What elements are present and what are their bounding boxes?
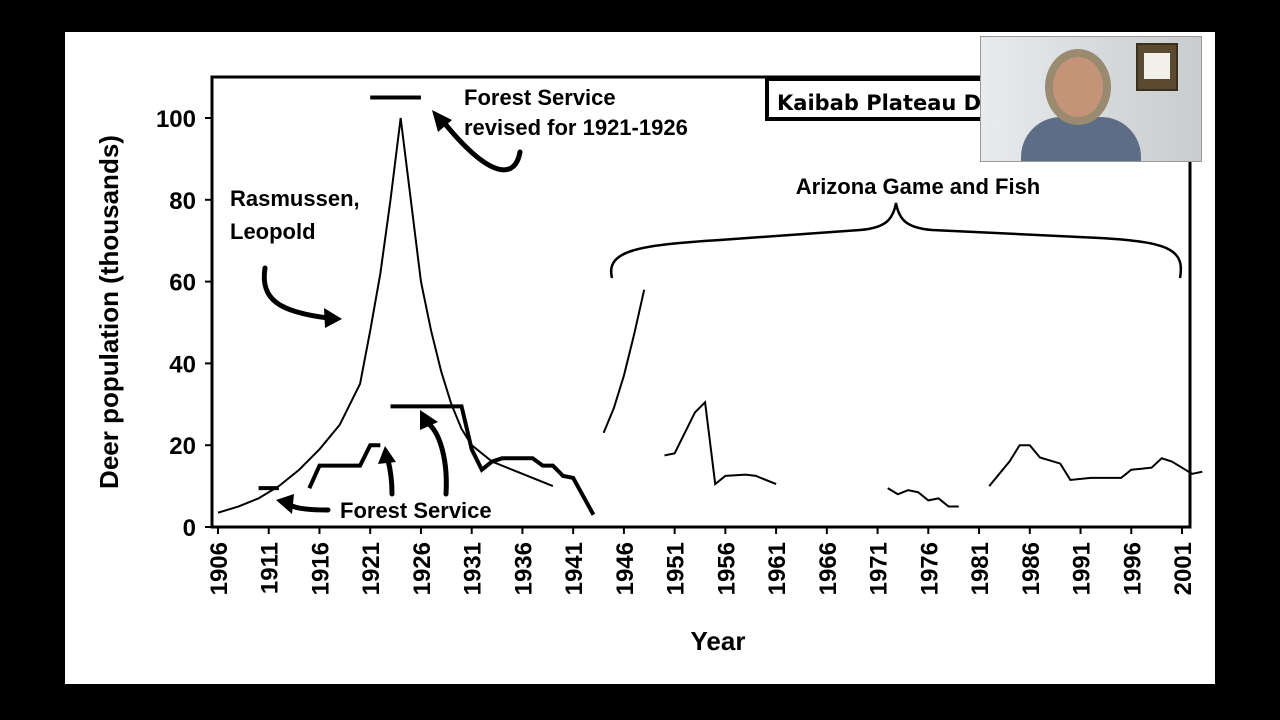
wall-picture <box>1136 43 1178 91</box>
curly-brace <box>609 202 1183 279</box>
arrow-to-fs-revised <box>443 122 523 173</box>
arrow-to-fs-revised-head <box>432 110 452 132</box>
annotation-leopold: Leopold <box>230 219 316 244</box>
series-line <box>217 117 554 514</box>
annotation-fs-revised-1: Forest Service <box>464 85 616 110</box>
x-tick-label: 1966 <box>815 542 842 595</box>
presenter-body <box>1021 117 1141 161</box>
x-tick-label: 1956 <box>713 542 740 595</box>
presenter-head <box>1053 57 1103 117</box>
annotation-forest-service: Forest Service <box>340 498 492 523</box>
x-tick-label: 1941 <box>561 542 588 595</box>
annotation-fs-revised-2: revised for 1921-1926 <box>464 115 688 140</box>
y-tick-label: 0 <box>183 515 196 542</box>
arrow-to-fs-1920 <box>385 457 395 497</box>
series-line <box>307 443 381 489</box>
series-line <box>602 289 646 434</box>
y-tick-label: 80 <box>169 188 196 215</box>
x-tick-label: 1911 <box>257 542 284 594</box>
series-line <box>988 444 1203 487</box>
x-tick-label: 1936 <box>510 542 537 595</box>
webcam-overlay <box>980 36 1202 162</box>
x-axis-label: Year <box>691 626 746 656</box>
arrow-to-fs-1910-head <box>276 494 294 514</box>
plot-frame <box>210 75 1192 529</box>
x-tick-label: 2001 <box>1170 542 1197 595</box>
x-tick-label: 1946 <box>612 542 639 595</box>
arrow-to-fs-1923 <box>427 422 449 497</box>
y-tick-label: 100 <box>156 106 196 133</box>
x-tick-label: 1906 <box>206 542 233 595</box>
annotation-rasmussen: Rasmussen, <box>230 186 360 211</box>
x-tick-label: 1976 <box>916 542 943 595</box>
arrow-to-fs-1920-head <box>378 446 396 464</box>
series-line <box>887 487 959 508</box>
x-tick-label: 1971 <box>866 542 893 595</box>
x-tick-label: 1981 <box>967 542 994 595</box>
y-axis-label: Deer population (thousands) <box>94 135 124 489</box>
arrow-to-rasmussen-curve <box>261 265 331 321</box>
series-line <box>664 400 777 486</box>
y-tick-label: 60 <box>169 270 196 297</box>
x-tick-label: 1986 <box>1018 542 1045 595</box>
series-line <box>390 404 596 516</box>
x-tick-label: 1996 <box>1119 542 1146 595</box>
x-tick-label: 1991 <box>1069 542 1096 595</box>
x-tick-label: 1916 <box>307 542 334 595</box>
y-tick-label: 20 <box>169 433 196 460</box>
x-tick-label: 1926 <box>409 542 436 595</box>
x-tick-label: 1921 <box>358 542 385 595</box>
arrow-to-fs-1910 <box>287 502 331 513</box>
x-tick-label: 1931 <box>460 542 487 595</box>
annotation-arizona-game-fish: Arizona Game and Fish <box>796 174 1041 199</box>
arrow-to-fs-1923-head <box>420 410 438 430</box>
y-tick-label: 40 <box>169 351 196 378</box>
x-tick-label: 1951 <box>663 542 690 595</box>
arrow-to-rasmussen-curve-head <box>324 308 342 328</box>
x-tick-label: 1961 <box>764 542 791 595</box>
